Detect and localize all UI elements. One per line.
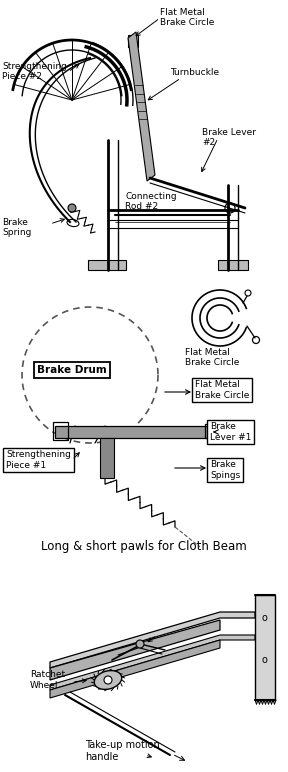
Text: Brake Drum: Brake Drum	[37, 365, 107, 375]
Circle shape	[104, 676, 112, 684]
Bar	[53, 422, 68, 440]
Text: o: o	[261, 613, 267, 623]
Text: Strengthening
Piece #1: Strengthening Piece #1	[6, 450, 71, 469]
Polygon shape	[50, 612, 255, 668]
Bar	[205, 424, 217, 438]
Bar	[88, 260, 126, 270]
Text: Flat Metal
Brake Circle: Flat Metal Brake Circle	[195, 381, 249, 400]
Polygon shape	[255, 595, 275, 700]
Text: Flat Metal
Brake Circle: Flat Metal Brake Circle	[160, 8, 214, 27]
Text: Brake
Spings: Brake Spings	[210, 460, 240, 479]
Text: Brake
Spring: Brake Spring	[2, 218, 31, 238]
Text: Take-up motion
handle: Take-up motion handle	[85, 740, 160, 762]
Polygon shape	[50, 620, 220, 680]
Bar	[55, 426, 215, 438]
Text: Connecting
Rod #2: Connecting Rod #2	[125, 192, 177, 212]
Text: Long & short pawls for Cloth Beam: Long & short pawls for Cloth Beam	[41, 540, 247, 553]
Ellipse shape	[94, 671, 122, 689]
Text: Turnbuckle: Turnbuckle	[170, 68, 219, 77]
Bar	[218, 260, 248, 270]
Text: Strengthening
Piece #2: Strengthening Piece #2	[2, 62, 67, 81]
Circle shape	[68, 204, 76, 212]
Text: o: o	[261, 655, 267, 665]
Polygon shape	[128, 32, 155, 181]
Polygon shape	[50, 640, 220, 698]
Text: Brake
Lever #1: Brake Lever #1	[210, 422, 251, 442]
Bar	[100, 438, 114, 478]
Text: Brake Lever
#2: Brake Lever #2	[202, 128, 256, 147]
Text: Flat Metal
Brake Circle: Flat Metal Brake Circle	[185, 348, 239, 367]
Bar	[128, 35, 138, 47]
Circle shape	[136, 640, 144, 648]
Text: Ratchet
Wheel: Ratchet Wheel	[30, 670, 65, 689]
Polygon shape	[50, 635, 255, 690]
